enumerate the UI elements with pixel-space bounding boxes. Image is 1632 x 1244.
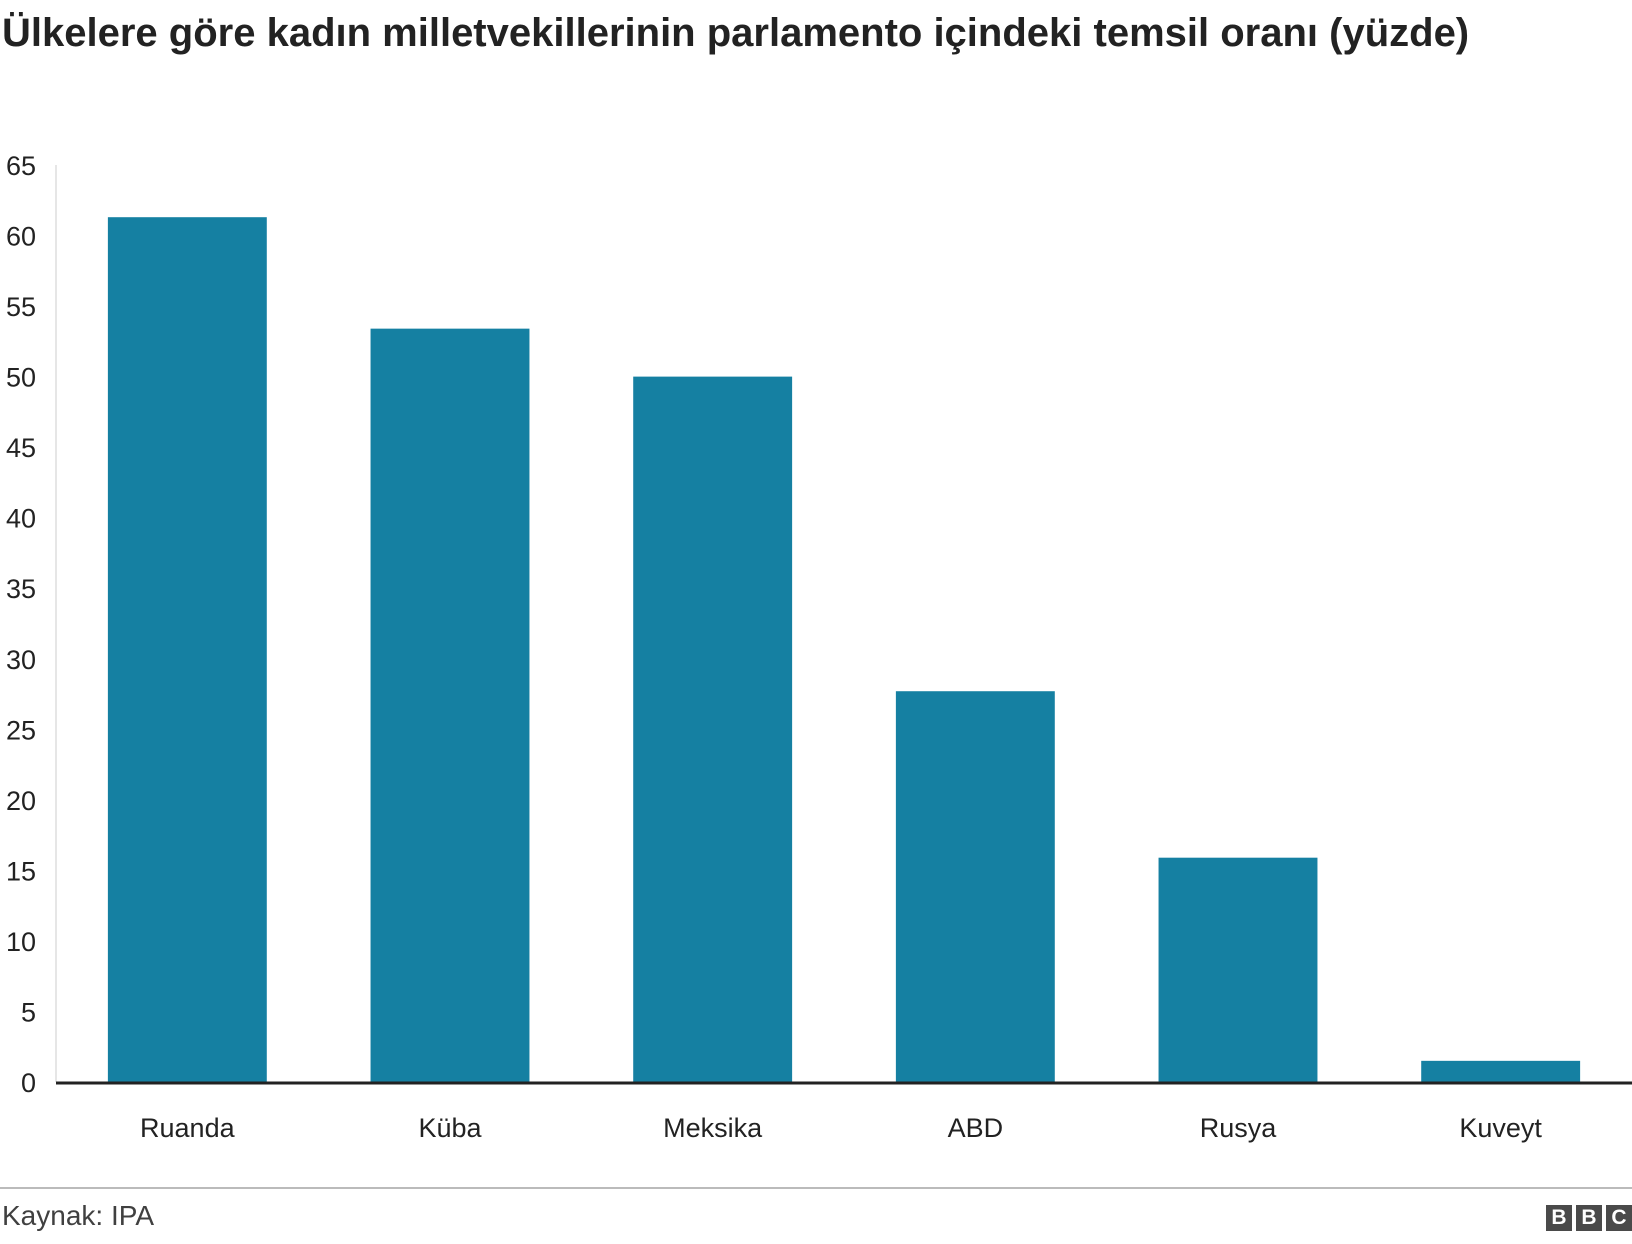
bar xyxy=(107,217,267,1082)
y-tick-label: 30 xyxy=(6,645,36,675)
footer-divider xyxy=(0,1187,1632,1189)
x-tick-label: ABD xyxy=(948,1113,1004,1143)
bbc-logo: B B C xyxy=(1546,1205,1632,1231)
y-tick-label: 55 xyxy=(6,292,36,322)
x-tick-label: Kuveyt xyxy=(1459,1113,1542,1143)
bar xyxy=(633,376,793,1083)
x-tick-label: Ruanda xyxy=(140,1113,236,1143)
y-tick-label: 10 xyxy=(6,927,36,957)
logo-letter: C xyxy=(1606,1205,1632,1231)
y-tick-label: 60 xyxy=(6,222,36,252)
bar xyxy=(1158,857,1318,1082)
y-tick-label: 40 xyxy=(6,504,36,534)
y-tick-label: 5 xyxy=(21,997,36,1027)
y-tick-label: 20 xyxy=(6,786,36,816)
y-tick-label: 35 xyxy=(6,574,36,604)
logo-letter: B xyxy=(1576,1205,1602,1231)
bar xyxy=(895,691,1055,1082)
bar xyxy=(370,328,530,1082)
x-axis-labels: Ruanda Küba Meksika ABD Rusya Kuveyt xyxy=(140,1113,1542,1143)
y-tick-label: 25 xyxy=(6,715,36,745)
x-tick-label: Rusya xyxy=(1200,1113,1278,1143)
y-tick-label: 65 xyxy=(6,151,36,181)
y-axis-ticks: 0 5 10 15 20 25 30 35 40 45 50 55 60 65 xyxy=(6,151,36,1098)
y-tick-label: 15 xyxy=(6,856,36,886)
chart-title: Ülkelere göre kadın milletvekillerinin p… xyxy=(2,11,1470,55)
x-tick-label: Küba xyxy=(418,1113,482,1143)
y-tick-label: 50 xyxy=(6,363,36,393)
x-tick-label: Meksika xyxy=(663,1113,763,1143)
y-tick-label: 45 xyxy=(6,433,36,463)
bar-chart: 0 5 10 15 20 25 30 35 40 45 50 55 60 65 Ruanda Küba Mek… xyxy=(6,151,1632,1143)
bars xyxy=(107,217,1581,1083)
bar xyxy=(1421,1060,1581,1082)
y-tick-label: 0 xyxy=(21,1068,36,1098)
source-note: Kaynak: IPA xyxy=(2,1200,155,1231)
logo-letter: B xyxy=(1546,1205,1572,1231)
